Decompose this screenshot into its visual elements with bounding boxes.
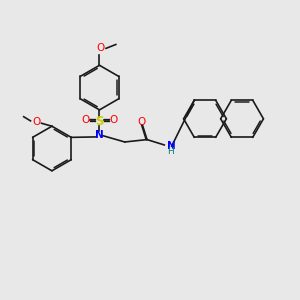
Text: O: O	[32, 117, 40, 128]
Text: O: O	[96, 43, 104, 53]
Text: O: O	[81, 115, 89, 125]
Text: N: N	[95, 130, 104, 140]
Text: O: O	[110, 115, 118, 125]
Text: N: N	[167, 141, 176, 151]
Text: H: H	[167, 147, 173, 156]
Text: S: S	[95, 115, 104, 128]
Text: O: O	[138, 117, 146, 128]
